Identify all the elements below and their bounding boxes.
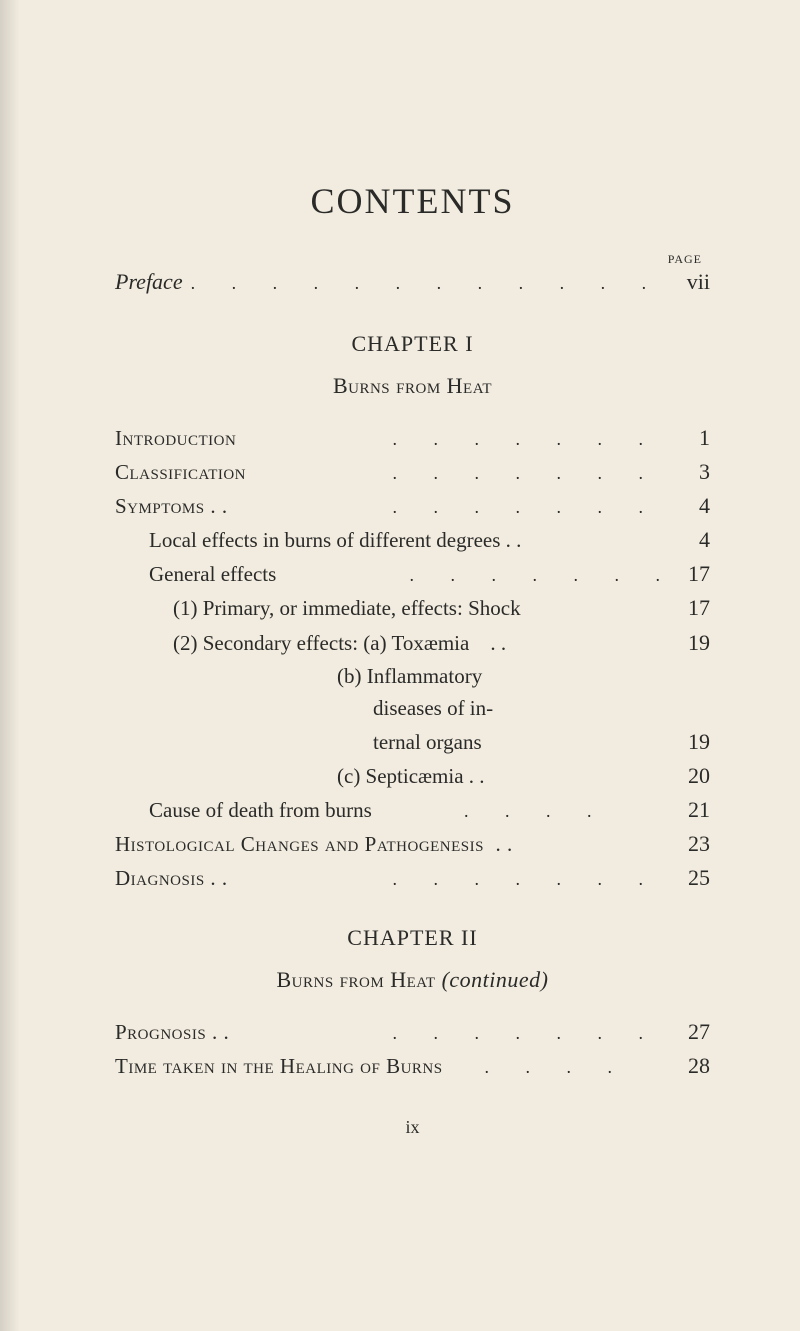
toc-row: Local effects in burns of different degr… — [115, 523, 710, 557]
page-column-label: PAGE — [668, 252, 702, 267]
page-number-footer: ix — [115, 1117, 710, 1138]
leader-dots: . . . . — [443, 1054, 670, 1082]
toc-entry-text: Histological Changes and Pathogenesis . … — [115, 828, 670, 861]
chapter-2-title-suffix: (continued) — [442, 967, 549, 992]
toc-row: Cause of death from burns. . . .21 — [115, 793, 710, 827]
preface-label: Preface — [115, 269, 183, 295]
toc-entry-text: Local effects in burns of different degr… — [115, 524, 670, 557]
page-content: CONTENTS PAGE Preface . . . . . . . . . … — [0, 0, 800, 1331]
contents-title: CONTENTS — [115, 180, 710, 222]
leader-dots: . . . . . . . . . . — [385, 494, 671, 522]
toc-entry-page: 27 — [670, 1015, 710, 1049]
toc-entry-text: diseases of in- — [115, 692, 670, 725]
toc-row: Introduction. . . . . . . . . .1 — [115, 421, 710, 455]
toc-entry-page: 20 — [670, 759, 710, 793]
toc-row: diseases of in- — [115, 692, 710, 725]
toc-row: Histological Changes and Pathogenesis . … — [115, 827, 710, 861]
toc-row: Classification. . . . . . . . . .3 — [115, 455, 710, 489]
toc-entry-page: 23 — [670, 827, 710, 861]
preface-row: Preface . . . . . . . . . . . . vii — [115, 269, 710, 295]
toc-entry-page: 4 — [670, 489, 710, 523]
chapter-2-title-prefix: Burns from Heat — [277, 967, 436, 992]
leader-dots: . . . . . . . . . . . . — [183, 273, 670, 294]
toc-entry-page: 28 — [670, 1049, 710, 1083]
toc-entry-text: Diagnosis . . — [115, 862, 385, 895]
toc-row: Prognosis . .. . . . . . . . . .27 — [115, 1015, 710, 1049]
toc-entry-page: 19 — [670, 626, 710, 660]
toc-row: Time taken in the Healing of Burns. . . … — [115, 1049, 710, 1083]
toc-entry-text: Classification — [115, 456, 385, 489]
chapter-1-title: Burns from Heat — [115, 373, 710, 399]
toc-entry-page: 19 — [670, 725, 710, 759]
toc-entry-text: Symptoms . . — [115, 490, 385, 523]
toc-row: Diagnosis . .. . . . . . . . . .25 — [115, 861, 710, 895]
toc-entry-text: (2) Secondary effects: (a) Toxæmia . . — [115, 627, 670, 660]
chapter-1-label: CHAPTER I — [115, 331, 710, 357]
toc-entry-text: Introduction — [115, 422, 385, 455]
preface-page: vii — [670, 269, 710, 295]
toc-entry-text: Cause of death from burns — [115, 794, 402, 827]
toc-entry-text: ternal organs — [115, 726, 670, 759]
page-label-row: PAGE — [115, 252, 710, 267]
toc-row: General effects. . . . . . . . . .17 — [115, 557, 710, 591]
toc-entry-page: 25 — [670, 861, 710, 895]
toc-entry-page: 4 — [670, 523, 710, 557]
chapter-2-label: CHAPTER II — [115, 925, 710, 951]
toc-entry-text: (1) Primary, or immediate, effects: Shoc… — [115, 592, 670, 625]
leader-dots: . . . . . . . . . . — [385, 866, 671, 894]
toc-row: (2) Secondary effects: (a) Toxæmia . .19 — [115, 626, 710, 660]
toc-row: (b) Inflammatory — [115, 660, 710, 693]
leader-dots: . . . . . . . . . . — [402, 562, 671, 590]
leader-dots: . . . . . . . . . . — [385, 460, 671, 488]
toc-entry-page: 17 — [670, 557, 710, 591]
toc-entry-page: 3 — [670, 455, 710, 489]
toc-entry-text: (c) Septicæmia . . — [115, 760, 670, 793]
toc-entry-text: (b) Inflammatory — [115, 660, 670, 693]
toc-row: Symptoms . .. . . . . . . . . .4 — [115, 489, 710, 523]
leader-dots: . . . . — [402, 798, 671, 826]
toc-entry-page: 17 — [670, 591, 710, 625]
leader-dots: . . . . . . . . . . — [385, 1020, 671, 1048]
chapter-1-entries: Introduction. . . . . . . . . .1Classifi… — [115, 421, 710, 895]
toc-row: (1) Primary, or immediate, effects: Shoc… — [115, 591, 710, 625]
chapter-2-title: Burns from Heat (continued) — [115, 967, 710, 993]
toc-entry-text: General effects — [115, 558, 402, 591]
toc-entry-text: Time taken in the Healing of Burns — [115, 1050, 443, 1083]
leader-dots: . . . . . . . . . . — [385, 426, 671, 454]
toc-row: ternal organs19 — [115, 725, 710, 759]
toc-entry-text: Prognosis . . — [115, 1016, 385, 1049]
toc-entry-page: 1 — [670, 421, 710, 455]
toc-entry-page: 21 — [670, 793, 710, 827]
chapter-2-entries: Prognosis . .. . . . . . . . . .27Time t… — [115, 1015, 710, 1083]
toc-row: (c) Septicæmia . .20 — [115, 759, 710, 793]
